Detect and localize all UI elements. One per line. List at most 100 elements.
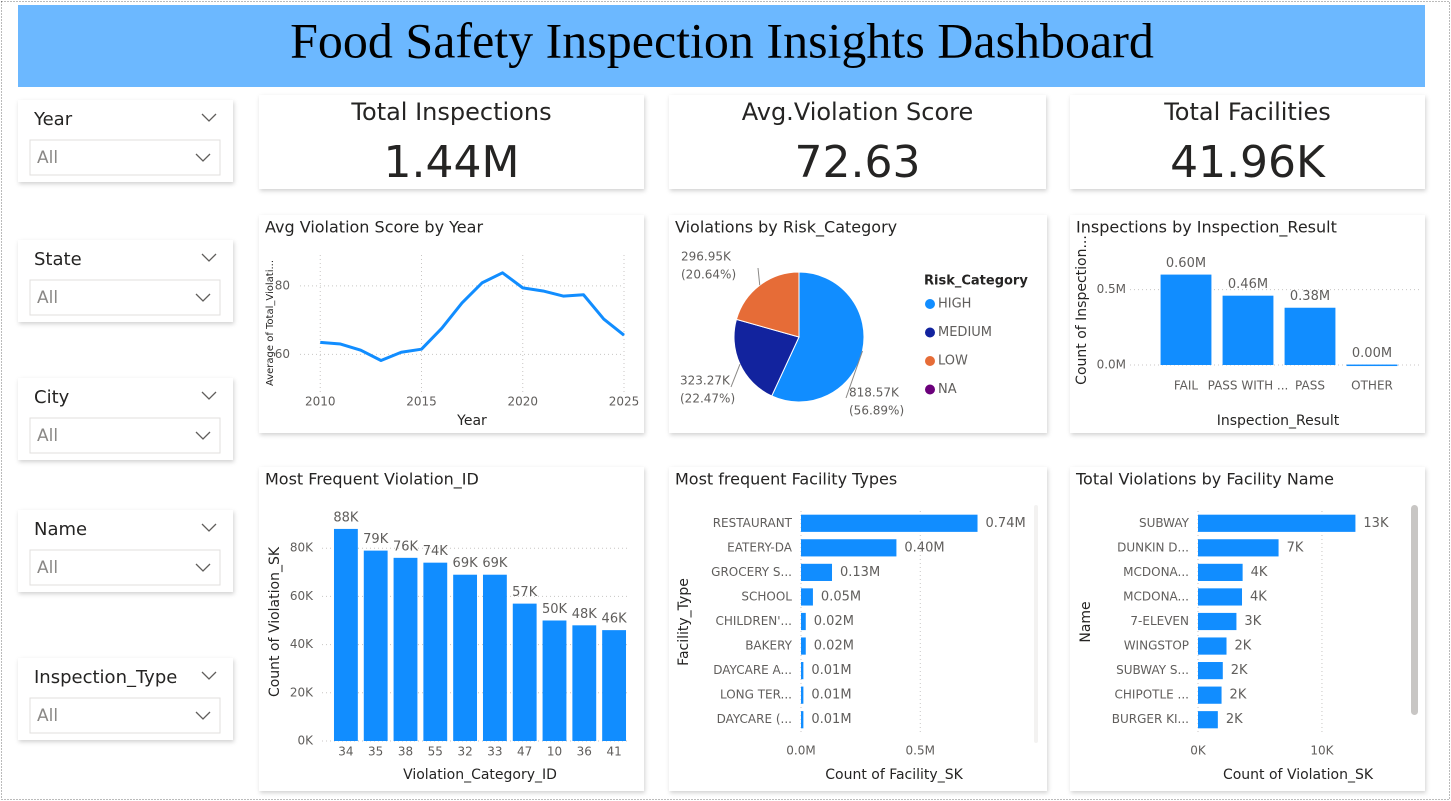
data-label: 0.05M	[821, 589, 861, 604]
x-tick-label: 41	[606, 745, 621, 759]
data-label: 323.27K	[680, 374, 731, 388]
data-label: 2K	[1235, 639, 1252, 654]
data-label: 50K	[542, 602, 568, 617]
chevron	[195, 431, 211, 440]
data-label: 0.02M	[814, 639, 854, 654]
bar	[801, 637, 806, 655]
kpi-card	[259, 95, 644, 189]
y-tick-label: SUBWAY S...	[1116, 663, 1189, 677]
data-label: 0.38M	[1290, 289, 1330, 304]
x-tick-label: 35	[368, 745, 383, 759]
line	[320, 271, 625, 362]
data-label: 0.01M	[811, 712, 851, 727]
data-label: 0.13M	[840, 565, 880, 580]
legend-label: LOW	[938, 354, 968, 369]
data-label: 4K	[1250, 589, 1267, 604]
x-tick-label: 34	[338, 745, 353, 759]
pie-slice	[735, 271, 800, 338]
data-label: 296.95K	[681, 250, 732, 264]
kpi-title: Total Inspections	[350, 98, 551, 126]
slicer-dropdown[interactable]	[29, 549, 221, 586]
bar	[801, 612, 806, 631]
x-tick-label: 10K	[1310, 744, 1334, 758]
scrollbar[interactable]	[1034, 505, 1038, 743]
y-tick-label: CHIPOTLE ...	[1115, 688, 1189, 702]
bar	[801, 711, 804, 729]
y-tick-label: MCDONA...	[1123, 589, 1189, 603]
legend-marker	[925, 299, 935, 309]
y-tick-label: SCHOOL	[741, 589, 792, 603]
y-tick-label: 60K	[290, 589, 314, 603]
data-label: 74K	[423, 544, 449, 559]
data-label: 0.02M	[814, 614, 854, 629]
x-tick-label: 47	[517, 745, 532, 759]
bar	[801, 588, 813, 606]
data-label: 48K	[572, 607, 598, 622]
bar	[393, 557, 418, 741]
chart-title: Total Violations by Facility Name	[1075, 470, 1334, 489]
bar	[801, 662, 804, 680]
chart-title: Inspections by Inspection_Result	[1076, 218, 1337, 238]
slicer-dropdown[interactable]	[29, 139, 221, 176]
x-tick-label: 2010	[305, 395, 336, 409]
bar	[801, 686, 804, 704]
x-tick-label: 0.0M	[786, 744, 815, 758]
slicer-dropdown[interactable]	[29, 417, 221, 454]
slicer-dropdown[interactable]	[29, 697, 221, 734]
leader-line	[845, 350, 863, 399]
data-label: 88K	[333, 510, 359, 525]
chevron	[201, 523, 217, 532]
bar	[602, 630, 627, 741]
y-tick-label: 0K	[297, 734, 314, 748]
bar	[801, 539, 897, 557]
slicer-label: Name	[34, 519, 87, 540]
legend-marker	[925, 356, 935, 366]
chevron	[195, 711, 211, 720]
data-label: 76K	[393, 539, 419, 554]
x-axis-title: Violation_Category_ID	[403, 767, 557, 783]
chevron	[201, 671, 217, 680]
x-tick-label: 36	[577, 745, 592, 759]
x-tick-label: 10	[547, 745, 562, 759]
slicer-dropdown[interactable]	[29, 279, 221, 316]
data-label: 2K	[1230, 688, 1247, 703]
data-label: 7K	[1287, 540, 1304, 555]
data-label: 0.60M	[1166, 256, 1206, 271]
bar	[1222, 295, 1274, 365]
chevron	[201, 391, 217, 400]
x-axis-title: Count of Facility_SK	[825, 767, 963, 783]
y-tick-label: SUBWAY	[1139, 516, 1190, 530]
x-tick-label: 2015	[406, 395, 437, 409]
data-label: 79K	[363, 532, 389, 547]
bar	[1198, 711, 1218, 729]
x-tick-label: PASS	[1295, 379, 1325, 393]
bar	[1198, 588, 1243, 606]
x-axis-title: Count of Violation_SK	[1223, 767, 1374, 783]
kpi-value: 72.63	[795, 137, 921, 188]
dashboard-title: Food Safety Inspection Insights Dashboar…	[290, 12, 1154, 68]
data-label: 69K	[482, 556, 508, 571]
data-label: 0.01M	[811, 688, 851, 703]
leader-line	[730, 364, 741, 388]
chart-title: Most Frequent Violation_ID	[265, 470, 479, 490]
kpi-title: Avg.Violation Score	[742, 98, 974, 126]
bar	[1198, 662, 1223, 680]
slicer-label: Inspection_Type	[34, 667, 177, 688]
x-tick-label: 2025	[609, 395, 640, 409]
slicer-label: Year	[33, 109, 73, 130]
legend-marker	[925, 384, 935, 395]
x-tick-label: 38	[398, 745, 413, 759]
y-tick-label: WINGSTOP	[1124, 639, 1189, 653]
data-label: 57K	[512, 585, 538, 600]
data-label: 13K	[1363, 516, 1389, 531]
legend-title: Risk_Category	[924, 274, 1028, 289]
data-label: 0.40M	[904, 540, 944, 555]
y-tick-label: 20K	[290, 685, 314, 699]
scrollbar-thumb[interactable]	[1411, 505, 1418, 715]
data-label: 0.74M	[986, 516, 1026, 531]
x-tick-label: FAIL	[1174, 379, 1199, 393]
chart-card	[259, 215, 644, 433]
chart-title: Most frequent Facility Types	[675, 470, 897, 489]
header-bar	[18, 5, 1425, 87]
data-label: 2K	[1231, 663, 1248, 678]
